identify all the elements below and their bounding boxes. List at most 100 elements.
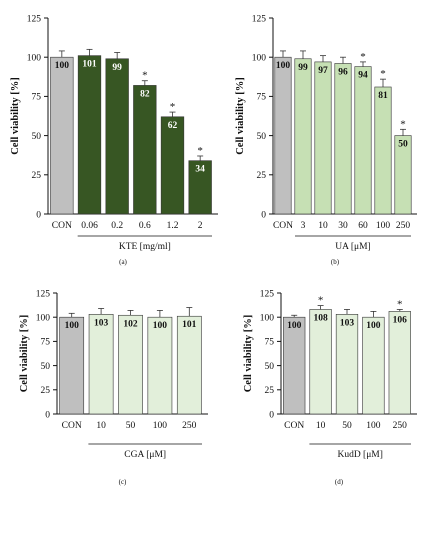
y-tick-label: 50 bbox=[32, 132, 42, 142]
y-tick-label: 50 bbox=[257, 132, 267, 142]
y-tick-label: 75 bbox=[32, 93, 42, 103]
bar-value-label: 103 bbox=[340, 318, 355, 328]
x-tick-label: 10 bbox=[316, 421, 326, 431]
bar bbox=[388, 311, 411, 415]
bar-value-label: 50 bbox=[398, 140, 408, 150]
bar bbox=[283, 316, 306, 415]
significance-asterisk: * bbox=[380, 68, 386, 80]
bar-value-label: 100 bbox=[55, 61, 70, 71]
x-tick-label: 100 bbox=[153, 421, 168, 431]
bar bbox=[176, 315, 202, 415]
x-tick-label: 0.06 bbox=[81, 221, 98, 231]
bar bbox=[147, 316, 173, 415]
y-axis-label: Cell viability [%] bbox=[235, 77, 246, 155]
significance-asterisk: * bbox=[142, 70, 148, 82]
bar-value-label: 62 bbox=[168, 121, 178, 131]
bar-value-label: 99 bbox=[298, 63, 308, 73]
significance-asterisk: * bbox=[318, 295, 324, 307]
bar bbox=[133, 85, 157, 215]
bar bbox=[309, 309, 332, 415]
chart-panel-3: 0 25 50 75 100 125 Cell viability [%] 100 CON 103… bbox=[19, 289, 208, 486]
chart-panel-2: 0 25 50 75 100 125 Cell viability [%] 100 CON 99 3… bbox=[235, 14, 417, 266]
bar-value-label: 100 bbox=[153, 321, 168, 331]
x-tick-label: 100 bbox=[366, 421, 381, 431]
y-tick-label: 100 bbox=[260, 314, 275, 324]
significance-asterisk: * bbox=[360, 51, 366, 63]
bar-value-label: 100 bbox=[287, 321, 302, 331]
bar bbox=[362, 316, 385, 415]
y-tick-label: 25 bbox=[32, 171, 42, 181]
y-tick-label: 75 bbox=[265, 338, 275, 348]
y-tick-label: 75 bbox=[257, 93, 267, 103]
y-tick-label: 50 bbox=[41, 362, 51, 372]
bar bbox=[314, 61, 332, 215]
bar bbox=[50, 56, 74, 215]
panel-label: (a) bbox=[119, 258, 127, 266]
y-axis-label: Cell viability [%] bbox=[19, 315, 30, 393]
bar bbox=[335, 313, 359, 415]
bar-value-label: 103 bbox=[94, 318, 109, 328]
y-tick-label: 0 bbox=[261, 210, 266, 220]
x-axis-label: KTE [mg/ml] bbox=[119, 242, 171, 252]
y-tick-label: 125 bbox=[36, 289, 51, 299]
y-axis-label: Cell viability [%] bbox=[243, 315, 254, 393]
x-tick-label: CON bbox=[273, 221, 293, 231]
x-tick-label: 3 bbox=[301, 221, 306, 231]
x-tick-label: CON bbox=[62, 421, 82, 431]
bar-value-label: 96 bbox=[338, 67, 348, 77]
y-tick-label: 25 bbox=[41, 386, 51, 396]
bar bbox=[59, 316, 85, 415]
significance-asterisk: * bbox=[170, 101, 176, 113]
bar-value-label: 106 bbox=[393, 315, 408, 325]
bar-value-label: 100 bbox=[276, 61, 291, 71]
x-tick-label: 1.2 bbox=[167, 221, 179, 231]
x-axis-label: KudD [μM] bbox=[337, 450, 382, 460]
bar bbox=[88, 313, 114, 415]
y-tick-label: 125 bbox=[260, 289, 275, 299]
bar bbox=[274, 56, 292, 215]
panel-label: (c) bbox=[119, 478, 127, 486]
bar bbox=[374, 86, 392, 215]
bar-value-label: 97 bbox=[318, 66, 328, 76]
x-axis-label: UA [μM] bbox=[335, 242, 370, 252]
bar-value-label: 99 bbox=[112, 63, 122, 73]
y-tick-label: 25 bbox=[257, 171, 267, 181]
x-tick-label: 10 bbox=[318, 221, 328, 231]
chart-panel-4: 0 25 50 75 100 125 Cell viability [%] 100 CON 108… bbox=[243, 289, 417, 486]
bar-value-label: 34 bbox=[195, 165, 205, 175]
bar-value-label: 94 bbox=[358, 71, 368, 81]
bar-value-label: 102 bbox=[123, 319, 138, 329]
y-tick-label: 50 bbox=[265, 362, 275, 372]
y-tick-label: 100 bbox=[252, 54, 267, 64]
x-tick-label: 100 bbox=[376, 221, 391, 231]
significance-asterisk: * bbox=[397, 298, 403, 310]
x-tick-label: CON bbox=[284, 421, 304, 431]
x-tick-label: 0.6 bbox=[139, 221, 151, 231]
x-tick-label: 250 bbox=[182, 421, 197, 431]
y-tick-label: 0 bbox=[36, 210, 41, 220]
x-tick-label: 250 bbox=[396, 221, 411, 231]
bar-value-label: 100 bbox=[366, 321, 381, 331]
y-tick-label: 75 bbox=[41, 338, 51, 348]
bar bbox=[334, 63, 352, 215]
y-tick-label: 125 bbox=[27, 14, 42, 24]
bar bbox=[160, 116, 185, 215]
x-tick-label: 30 bbox=[338, 221, 348, 231]
x-axis-label: CGA [μM] bbox=[124, 450, 166, 460]
bar-value-label: 101 bbox=[82, 60, 97, 70]
y-tick-label: 25 bbox=[265, 386, 275, 396]
significance-asterisk: * bbox=[400, 118, 406, 130]
y-tick-label: 125 bbox=[252, 14, 267, 24]
x-tick-label: CON bbox=[52, 221, 72, 231]
bar bbox=[105, 58, 129, 215]
bar-value-label: 100 bbox=[65, 321, 80, 331]
bar-value-label: 81 bbox=[378, 91, 388, 101]
bar bbox=[77, 55, 102, 215]
bar-value-label: 82 bbox=[140, 89, 150, 99]
bar-value-label: 108 bbox=[313, 313, 328, 323]
y-tick-label: 100 bbox=[27, 54, 42, 64]
x-tick-label: 60 bbox=[358, 221, 368, 231]
y-tick-label: 0 bbox=[45, 410, 50, 420]
y-axis-label: Cell viability [%] bbox=[10, 77, 21, 155]
